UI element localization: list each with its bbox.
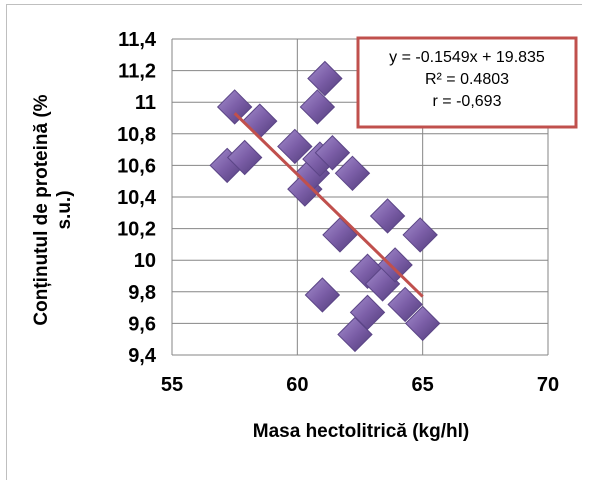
data-point-diamond — [387, 286, 423, 323]
y-tick-label: 11,4 — [118, 29, 157, 51]
data-point-diamond — [404, 305, 441, 342]
data-point-diamond — [314, 135, 351, 171]
x-tick-label: 65 — [412, 374, 434, 396]
data-point-diamond — [304, 277, 341, 313]
y-tick-label: 9,8 — [128, 282, 156, 304]
data-point-diamond — [216, 89, 253, 125]
r-squared-text: R² = 0.4803 — [425, 71, 509, 88]
y-tick-label: 9,6 — [128, 313, 156, 335]
y-axis-title-line-1: Conținutul de proteină (% — [31, 94, 52, 325]
equation-text: y = -0.1549x + 19.835 — [389, 49, 545, 66]
data-point-diamond — [334, 155, 371, 192]
data-point-diamond — [349, 294, 386, 331]
x-tick-labels: 55 60 65 70 — [161, 374, 559, 396]
chart-frame — [6, 4, 582, 480]
y-tick-label: 10,2 — [117, 219, 156, 241]
trendline — [233, 112, 424, 298]
y-tick-label: 10,8 — [117, 124, 156, 146]
y-tick-label: 11,2 — [118, 61, 156, 83]
x-tick-label: 55 — [161, 374, 183, 396]
data-point-diamond — [226, 139, 263, 176]
data-point-diamond — [307, 60, 343, 97]
data-point-diamond — [322, 217, 358, 253]
equation-box-border — [356, 36, 578, 129]
correlation-text: r = -0,693 — [433, 93, 502, 110]
data-point-diamond — [402, 217, 438, 253]
data-point-diamond — [299, 89, 336, 125]
trendline-equation-box: y = -0.1549x + 19.835 R² = 0.4803 r = -0… — [356, 36, 578, 129]
x-tick-label: 60 — [286, 374, 308, 396]
y-tick-label: 10,4 — [117, 187, 157, 209]
y-tick-label: 9,4 — [128, 345, 157, 367]
y-axis-title-line-2: s.u.) — [54, 190, 75, 229]
y-tick-labels: 9,4 9,6 9,8 10 10,2 10,4 10,6 10,8 11 11,2 11,4 — [117, 29, 157, 367]
y-tick-label: 11 — [135, 92, 156, 114]
data-point-diamond — [369, 198, 406, 234]
y-tick-label: 10 — [134, 250, 156, 272]
data-points — [209, 60, 441, 353]
y-tick-label: 10,6 — [117, 155, 156, 177]
data-point-diamond — [277, 128, 313, 165]
x-tick-label: 70 — [537, 374, 559, 396]
x-axis-title: Masa hectolitrică (kg/hl) — [253, 421, 469, 442]
